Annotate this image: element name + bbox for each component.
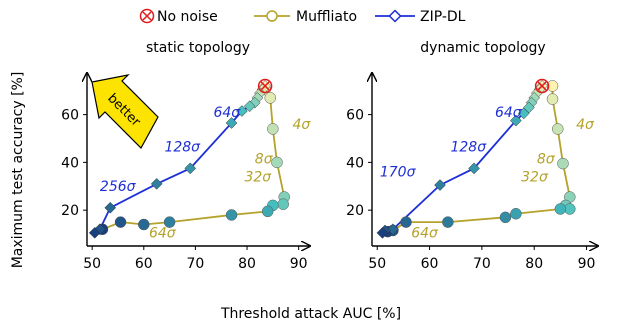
noise-annotation: 128σ — [450, 140, 487, 156]
noise-annotation: 256σ — [100, 179, 137, 195]
legend-label-no-noise: No noise — [157, 9, 218, 25]
y-axis-label: Maximum test accuracy [%] — [10, 72, 26, 269]
panel-dynamic-topology: dynamic topology 4σ 8σ 32σ 64σ 64σ 128σ 170σ 5… — [346, 40, 597, 272]
no-noise-point — [257, 78, 273, 94]
zipdl-point — [387, 223, 399, 236]
plot-area: 4σ 8σ 32σ 64σ 64σ 128σ 170σ — [376, 78, 595, 242]
muffliato-point — [261, 205, 274, 218]
muffliato-legend-marker-icon — [266, 10, 278, 22]
zipdl-point — [225, 117, 238, 129]
muffliato-point — [442, 216, 454, 228]
x-tick-label: 50 — [83, 256, 101, 272]
zipdl-point — [104, 201, 117, 214]
legend: No noise Muffliato ZIP-DL — [139, 8, 466, 25]
no-noise-point — [534, 78, 550, 94]
legend-zipdl: ZIP-DL — [375, 9, 466, 25]
x-tick-label: 60 — [135, 256, 153, 272]
noise-annotation: 32σ — [521, 170, 549, 186]
zipdl-point — [434, 179, 446, 191]
noise-annotation: 64σ — [495, 105, 523, 121]
muffliato-point — [552, 123, 564, 135]
x-tick-label: 80 — [238, 256, 256, 272]
x-tick-label: 50 — [368, 256, 386, 272]
better-arrow-icon — [91, 74, 159, 149]
muffliato-point — [499, 211, 512, 224]
y-tick-label: 40 — [346, 155, 364, 171]
noise-annotation: 64σ — [149, 226, 177, 242]
x-tick-label: 90 — [290, 256, 308, 272]
zipdl-point — [236, 105, 248, 117]
zipdl-point — [94, 223, 106, 236]
muffliato-point — [267, 123, 279, 135]
x-tick-label: 90 — [578, 256, 596, 272]
muffliato-point — [225, 209, 238, 221]
noise-annotation: 64σ — [213, 105, 241, 121]
muffliato-point — [400, 216, 412, 228]
x-tick-label: 70 — [473, 256, 491, 272]
better-arrow: better — [91, 74, 159, 149]
y-tick-label: 20 — [346, 203, 364, 219]
y-tick-label: 60 — [346, 108, 364, 124]
legend-muffliato: Muffliato — [254, 9, 357, 25]
zipdl-point — [184, 162, 197, 175]
noise-annotation: 8σ — [255, 152, 274, 168]
noise-annotation: 8σ — [537, 152, 556, 168]
zipdl-point — [510, 114, 522, 127]
muffliato-point — [271, 156, 283, 169]
legend-label-zipdl: ZIP-DL — [420, 9, 466, 25]
y-tick-label: 40 — [61, 155, 79, 171]
noise-annotation: 4σ — [576, 117, 595, 133]
zipdl-point — [517, 107, 530, 120]
noise-annotation: 32σ — [244, 170, 272, 186]
noise-annotation: 64σ — [411, 226, 439, 242]
muffliato-point — [277, 198, 289, 210]
muffliato-point — [163, 216, 176, 228]
zipdl-point — [150, 178, 163, 190]
zipdl-point — [376, 227, 389, 239]
zipdl-point — [468, 162, 480, 175]
noise-annotation: 4σ — [292, 117, 311, 133]
zipdl-point — [243, 100, 256, 113]
plot-area: 4σ 8σ 32σ 64σ 64σ 128σ 256σ — [88, 78, 311, 242]
noise-annotation: 170σ — [380, 165, 417, 181]
panel-subtitle: dynamic topology — [420, 40, 545, 56]
panel-subtitle: static topology — [146, 40, 250, 56]
noise-annotation: 128σ — [164, 140, 201, 156]
zipdl-point — [88, 227, 101, 239]
y-tick-label: 60 — [61, 108, 79, 124]
panel-static-topology: static topology better 4σ 8σ 32σ 64σ 64σ 128σ… — [61, 40, 311, 272]
zipdl-legend-marker-icon — [388, 9, 402, 23]
muffliato-point — [510, 208, 522, 220]
muffliato-point — [138, 218, 150, 231]
no-noise-marker-icon — [139, 8, 155, 24]
x-tick-label: 80 — [525, 256, 543, 272]
x-axis-label: Threshold attack AUC [%] — [220, 306, 401, 322]
x-tick-label: 60 — [421, 256, 439, 272]
y-tick-label: 20 — [61, 203, 79, 219]
legend-no-noise: No noise — [139, 8, 218, 25]
x-tick-label: 70 — [187, 256, 205, 272]
muffliato-point — [114, 216, 127, 228]
muffliato-point — [546, 93, 559, 105]
no-noise-cross — [537, 81, 547, 91]
muffliato-point — [554, 203, 567, 215]
muffliato-point — [557, 157, 569, 170]
muffliato-point — [264, 92, 277, 104]
no-noise-cross — [260, 81, 270, 91]
legend-label-muffliato: Muffliato — [296, 9, 357, 25]
no-noise-cross-icon — [142, 11, 152, 21]
